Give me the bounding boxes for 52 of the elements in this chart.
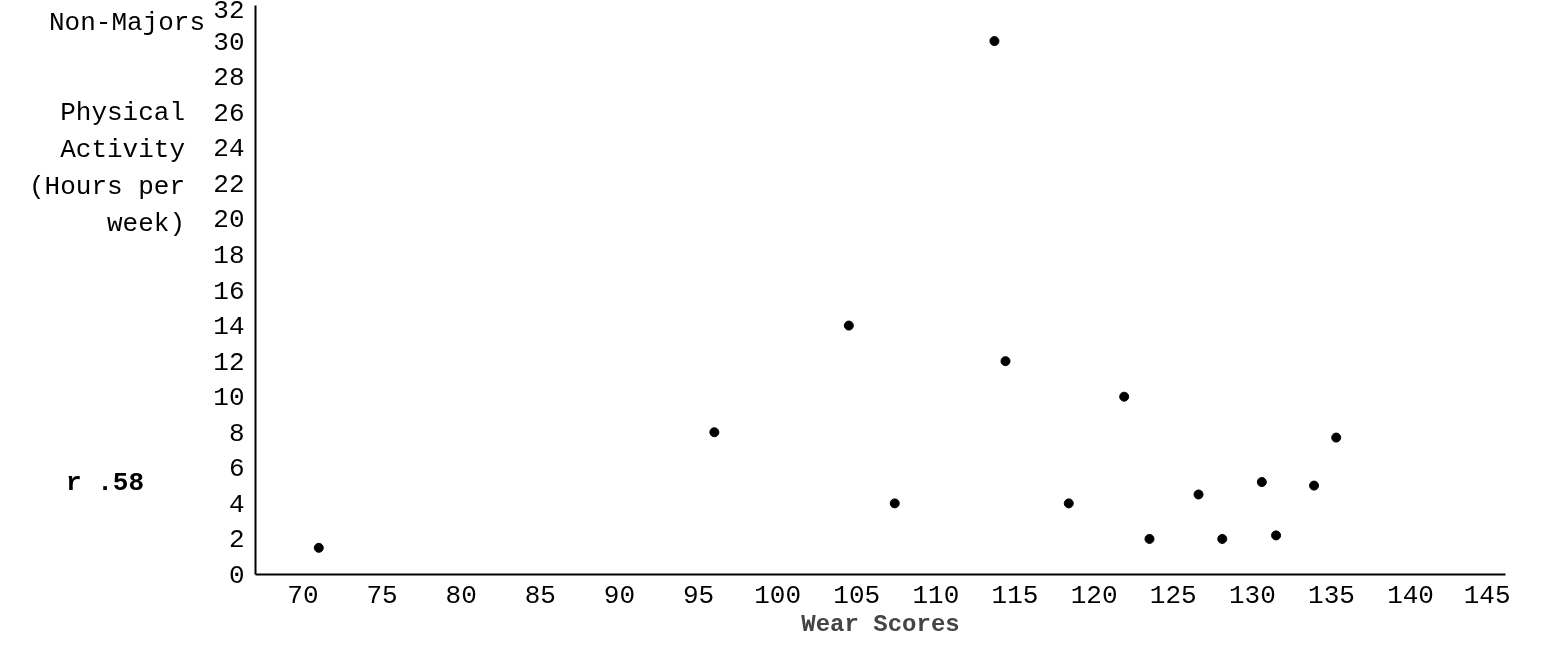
chart-title: Non-Majors (48, 7, 205, 40)
y-tick-label: 12 (213, 347, 245, 378)
point (843, 320, 854, 331)
point (1000, 356, 1011, 367)
point (1256, 477, 1267, 488)
point (1309, 480, 1320, 491)
point (1271, 530, 1282, 541)
y-tick-label: 24 (213, 134, 245, 165)
y-tick-label: 32 (213, 0, 245, 26)
point (709, 427, 720, 438)
text: r .58 (65, 467, 144, 500)
point (313, 542, 324, 553)
y-tick-label: 18 (213, 240, 245, 271)
point (1119, 391, 1130, 402)
y-tick-label: 8 (228, 418, 245, 449)
point (1193, 489, 1204, 500)
y-tick-label: 2 (228, 525, 245, 556)
x-tick-label: 130 (1228, 580, 1276, 611)
x-tick-label: 75 (366, 580, 398, 611)
x-tick-label: 115 (991, 580, 1039, 611)
y-tick-label: 28 (213, 63, 245, 94)
x-tick-label: 80 (445, 580, 477, 611)
y-tick-label: 26 (213, 98, 245, 129)
point (1331, 432, 1342, 443)
x-tick-label: 90 (603, 580, 636, 611)
x-tick-label: 70 (287, 580, 319, 611)
x-tick-label: 100 (754, 580, 802, 611)
y-tick-label: 22 (213, 169, 245, 200)
y-tick-label: 6 (228, 454, 245, 485)
y-tick-label: 10 (213, 383, 245, 414)
x-axis-title: Wear Scores (801, 610, 960, 638)
point (989, 36, 1000, 47)
x-tick-label: 140 (1387, 580, 1434, 611)
x-tick-label: 135 (1308, 580, 1355, 611)
y-tick-label: 20 (213, 205, 245, 236)
x-tick-label: 125 (1149, 580, 1197, 611)
x-tick-label: 110 (912, 580, 960, 611)
point (1217, 533, 1228, 544)
x-tick-label: 145 (1463, 580, 1511, 611)
point (1144, 533, 1155, 544)
y-axis-title: Physical Activity (Hours per week) (27, 97, 185, 242)
y-tick-label: 16 (213, 276, 245, 307)
y-tick-label: 14 (213, 312, 245, 343)
x-tick-label: 105 (833, 580, 881, 611)
x-tick-label: 120 (1070, 580, 1118, 611)
x-tick-label: 95 (682, 580, 715, 611)
y-tick-label: 30 (213, 27, 245, 58)
x-tick-label: 85 (524, 580, 556, 611)
y-tick-label: 0 (228, 561, 245, 591)
point (1063, 498, 1074, 509)
y-tick-label: 4 (228, 489, 245, 520)
point (889, 498, 900, 509)
